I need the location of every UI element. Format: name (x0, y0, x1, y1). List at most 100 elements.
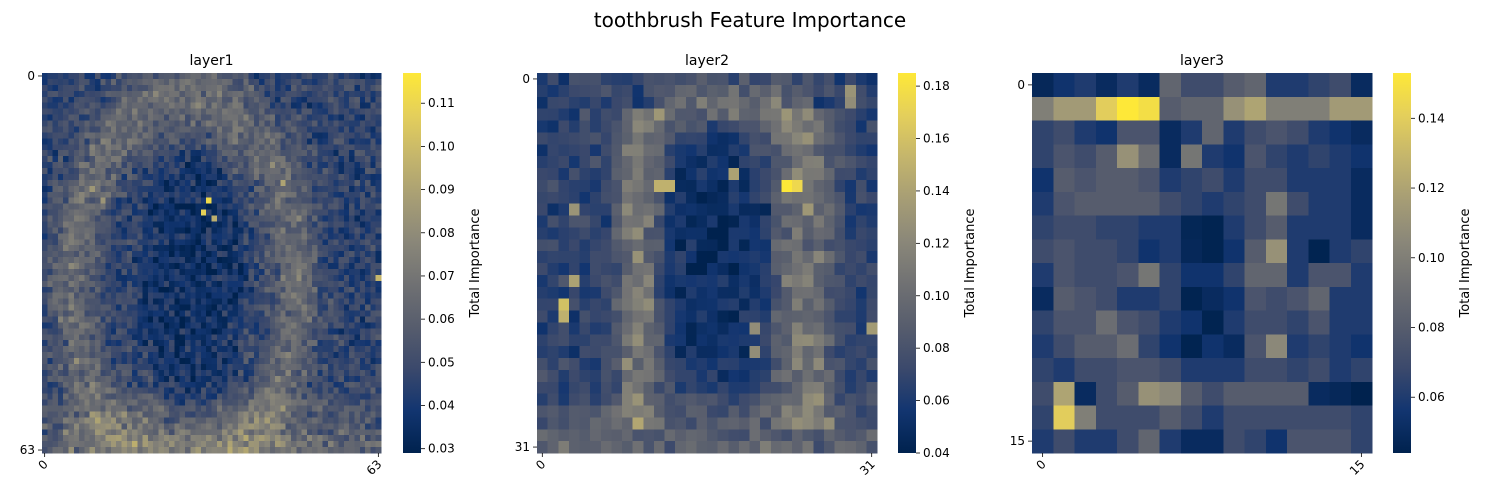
heatmap-cell (375, 162, 382, 169)
heatmap-cell (158, 209, 165, 216)
heatmap-cell (153, 358, 159, 365)
heatmap-cell (600, 263, 612, 276)
heatmap-cell (94, 120, 101, 127)
heatmap-cell (338, 393, 345, 400)
heatmap-cell (89, 120, 96, 127)
heatmap-cell (728, 144, 740, 157)
heatmap-cell (343, 381, 350, 389)
heatmap-cell (243, 126, 249, 133)
heatmap-cell (365, 340, 371, 347)
heatmap-cell (845, 168, 857, 181)
heatmap-cell (259, 168, 265, 175)
heatmap-cell (343, 114, 350, 121)
heatmap-cell (227, 387, 234, 395)
heatmap-cell (611, 334, 623, 347)
heatmap-cell (57, 280, 64, 288)
heatmap-cell (142, 209, 149, 216)
heatmap-cell (322, 280, 329, 288)
heatmap-cell (190, 239, 197, 246)
heatmap-cell (248, 334, 255, 341)
heatmap-cell (322, 375, 329, 383)
heatmap-cell (253, 417, 260, 424)
heatmap-cell (121, 84, 128, 92)
heatmap-cell (126, 215, 133, 222)
heatmap-cell (866, 84, 878, 98)
heatmap-cell (269, 257, 276, 264)
heatmap-cell (317, 375, 324, 383)
heatmap-cell (89, 399, 96, 406)
heatmap-cell (707, 310, 719, 323)
heatmap-cell (206, 316, 212, 323)
heatmap-cell (94, 292, 101, 300)
heatmap-cell (290, 168, 297, 175)
heatmap-cell (312, 405, 318, 412)
heatmap-cell (174, 447, 181, 454)
heatmap-cell (100, 435, 106, 442)
heatmap-cell (264, 203, 271, 210)
heatmap-cell (100, 399, 106, 406)
heatmap-cell (643, 251, 655, 264)
heatmap-cell (185, 263, 191, 270)
heatmap-cell (179, 274, 186, 282)
heatmap-cell (792, 203, 804, 216)
heatmap-cell (622, 108, 634, 121)
heatmap-cell (738, 156, 750, 169)
heatmap-cell (110, 310, 117, 317)
heatmap-cell (105, 197, 112, 205)
heatmap-cell (333, 381, 340, 389)
heatmap-cell (94, 251, 101, 258)
heatmap-cell (632, 132, 644, 145)
heatmap-cell (105, 387, 112, 395)
heatmap-cell (301, 322, 308, 329)
heatmap-cell (158, 393, 165, 400)
heatmap-cell (328, 96, 334, 104)
heatmap-cell (259, 387, 265, 395)
heatmap-cell (79, 114, 85, 121)
heatmap-cell (855, 310, 867, 323)
heatmap-cell (359, 417, 366, 424)
heatmap-cell (142, 358, 149, 365)
heatmap-cell (137, 316, 144, 323)
heatmap-cell (813, 274, 825, 288)
heatmap-cell (248, 286, 255, 294)
heatmap-cell (147, 340, 154, 347)
heatmap-cell (147, 369, 154, 377)
heatmap-cell (760, 298, 772, 311)
heatmap-cell (63, 156, 69, 163)
heatmap-cell (359, 358, 366, 365)
heatmap-cell (855, 227, 867, 240)
heatmap-cell (84, 138, 91, 145)
heatmap-cell (792, 191, 804, 205)
heatmap-cell (365, 173, 371, 181)
heatmap-cell (749, 274, 761, 288)
heatmap-cell (547, 310, 559, 323)
heatmap-cell (802, 215, 814, 228)
heatmap-cell (137, 179, 144, 187)
heatmap-cell (121, 381, 128, 389)
heatmap-cell (179, 138, 186, 145)
heatmap-cell (312, 126, 318, 133)
heatmap-cell (121, 429, 128, 436)
heatmap-cell (116, 322, 122, 329)
heatmap-cell (375, 239, 382, 246)
heatmap-cell (306, 316, 313, 323)
heatmap-cell (312, 257, 318, 264)
heatmap-cell (622, 132, 634, 145)
heatmap-cell (57, 399, 64, 406)
heatmap-cell (190, 310, 197, 317)
heatmap-cell (47, 239, 53, 246)
heatmap-cell (568, 310, 580, 323)
heatmap-cell (116, 328, 122, 335)
heatmap-cell (285, 162, 292, 169)
heatmap-cell (333, 126, 340, 133)
heatmap-cell (137, 375, 144, 383)
heatmap-cell (285, 156, 292, 163)
heatmap-cell (354, 263, 361, 270)
heatmap-cell (132, 84, 138, 92)
heatmap-cell (296, 233, 302, 240)
heatmap-cell (248, 162, 255, 169)
heatmap-cell (211, 227, 218, 234)
heatmap-cell (57, 239, 64, 246)
heatmap-cell (728, 215, 740, 228)
heatmap-cell (105, 156, 112, 163)
